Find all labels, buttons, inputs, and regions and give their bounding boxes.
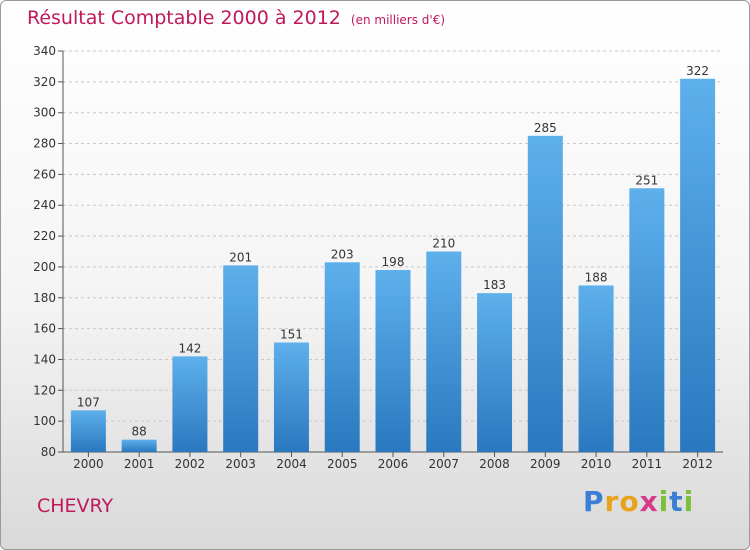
y-tick-label: 120 bbox=[33, 383, 56, 397]
bar-2007 bbox=[426, 251, 462, 452]
axes: 80 100 120 140 160 180 200 220 240 260 280 300 320 34… bbox=[33, 44, 723, 471]
y-tick-label: 80 bbox=[41, 445, 56, 459]
chart-title-text: Résultat Comptable 2000 à 2012 bbox=[27, 7, 341, 29]
value-label-2001: 88 bbox=[132, 425, 147, 439]
bar-2000 bbox=[70, 410, 106, 452]
y-tick-label: 160 bbox=[33, 322, 56, 336]
proxiti-logo: Proxiti bbox=[583, 485, 694, 518]
bar-2012 bbox=[680, 78, 716, 452]
x-tick-label-2012: 2012 bbox=[682, 457, 713, 471]
bar-2002 bbox=[172, 356, 208, 452]
y-tick-label: 180 bbox=[33, 291, 56, 305]
bar-2001 bbox=[121, 439, 157, 452]
bar-2006 bbox=[375, 270, 411, 452]
bars bbox=[70, 78, 716, 453]
x-tick-label-2000: 2000 bbox=[73, 457, 104, 471]
value-label-2000: 107 bbox=[77, 395, 100, 409]
bar-2010 bbox=[578, 285, 614, 452]
x-tick-label-2011: 2011 bbox=[632, 457, 663, 471]
value-label-2006: 198 bbox=[382, 255, 405, 269]
y-tick-label: 200 bbox=[33, 260, 56, 274]
x-tick-label-2005: 2005 bbox=[327, 457, 358, 471]
logo-letter: i bbox=[658, 485, 670, 518]
logo-letter: o bbox=[619, 485, 640, 518]
value-label-2002: 142 bbox=[178, 341, 201, 355]
value-label-2007: 210 bbox=[432, 237, 455, 251]
x-tick-label-2001: 2001 bbox=[124, 457, 155, 471]
bar-2005 bbox=[324, 262, 360, 452]
value-label-2003: 201 bbox=[229, 250, 252, 264]
value-label-2005: 203 bbox=[331, 247, 354, 261]
value-label-2004: 151 bbox=[280, 327, 303, 341]
x-tick-label-2004: 2004 bbox=[276, 457, 307, 471]
bar-2004 bbox=[273, 342, 309, 452]
y-tick-label: 240 bbox=[33, 198, 56, 212]
logo-letter: i bbox=[683, 485, 695, 518]
y-tick-label: 340 bbox=[33, 44, 56, 58]
value-label-2009: 285 bbox=[534, 121, 557, 135]
x-tick-label-2010: 2010 bbox=[581, 457, 612, 471]
y-tick-label: 220 bbox=[33, 229, 56, 243]
value-label-2012: 322 bbox=[686, 64, 709, 78]
y-tick-label: 100 bbox=[33, 414, 56, 428]
y-tick-label: 140 bbox=[33, 352, 56, 366]
value-label-2008: 183 bbox=[483, 278, 506, 292]
value-label-2010: 188 bbox=[585, 270, 608, 284]
x-tick-label-2008: 2008 bbox=[479, 457, 510, 471]
value-label-2011: 251 bbox=[635, 173, 658, 187]
chart-title: Résultat Comptable 2000 à 2012 (en millie… bbox=[27, 7, 445, 29]
x-tick-label-2009: 2009 bbox=[530, 457, 561, 471]
x-tick-label-2007: 2007 bbox=[428, 457, 459, 471]
x-tick-label-2006: 2006 bbox=[378, 457, 409, 471]
bar-2008 bbox=[477, 293, 513, 452]
commune-name: CHEVRY bbox=[37, 495, 114, 517]
y-tick-label: 320 bbox=[33, 75, 56, 89]
logo-letter: x bbox=[639, 485, 659, 518]
bar-2011 bbox=[629, 188, 665, 452]
x-tick-label-2002: 2002 bbox=[175, 457, 206, 471]
y-tick-label: 300 bbox=[33, 106, 56, 120]
y-tick-label: 260 bbox=[33, 167, 56, 181]
x-tick-label-2003: 2003 bbox=[225, 457, 256, 471]
labels: 107 88 142 201 151 203 198 210 183 285 188 251 322 bbox=[77, 64, 709, 439]
logo-letter: P bbox=[583, 485, 605, 518]
logo-letter: r bbox=[604, 485, 620, 518]
bar-2003 bbox=[223, 265, 259, 452]
chart-subtitle: (en milliers d'€) bbox=[350, 13, 446, 27]
bar-2009 bbox=[527, 135, 563, 453]
y-tick-label: 280 bbox=[33, 137, 56, 151]
logo-letter: t bbox=[669, 485, 684, 518]
